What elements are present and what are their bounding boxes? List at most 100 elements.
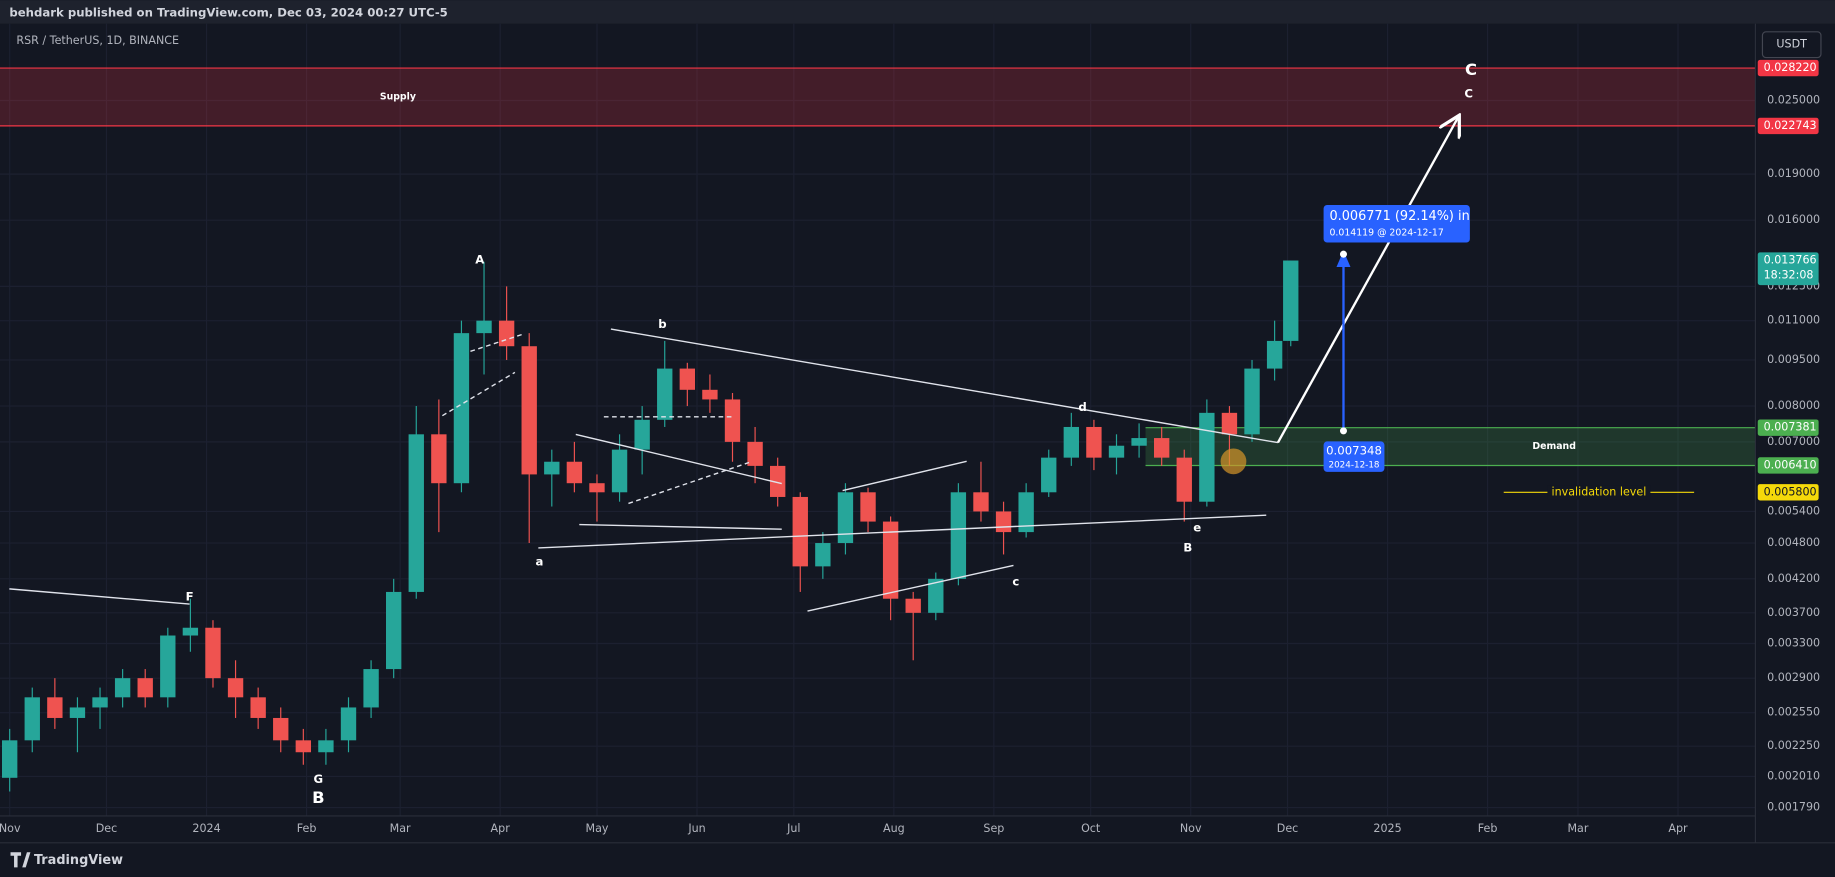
candle-body [69, 707, 86, 718]
wave-label: G [314, 772, 324, 786]
candle-body [657, 368, 673, 420]
y-tick-label: 0.003300 [1767, 637, 1820, 650]
candle-body [1086, 426, 1102, 458]
footer-logo: TradingView [34, 853, 123, 868]
y-tick-label: 0.002250 [1767, 739, 1820, 752]
projection-arrow [1276, 117, 1458, 444]
dashed-line [470, 333, 525, 352]
y-tick-label: 0.008000 [1767, 399, 1820, 412]
candle-body [724, 399, 741, 442]
candle-body [92, 697, 108, 708]
candle-body [363, 669, 379, 708]
wave-label: C [1464, 86, 1473, 100]
trend-line [610, 328, 1279, 444]
price-tag-label: 0.022743 [1764, 119, 1817, 132]
candle-body [769, 465, 786, 497]
candle-body [1266, 340, 1283, 369]
level-label-bg [1547, 485, 1651, 500]
highlight-circle [1220, 448, 1247, 475]
candle-body [1041, 457, 1057, 493]
measure-box [1323, 205, 1470, 243]
candle-body [453, 333, 470, 484]
price-tag [1757, 484, 1819, 501]
y-tick-label: 0.001790 [1767, 801, 1820, 814]
measure-start-price: 0.007348 [1326, 443, 1382, 457]
x-tick-label: Apr [1668, 822, 1688, 835]
x-tick-label: Oct [1081, 822, 1101, 835]
wave-label: d [1078, 400, 1086, 414]
candles [2, 260, 1299, 792]
zone-label: Demand [1532, 441, 1576, 452]
measure-labels: 0.006771 (92.14%) in 0.014119 @ 2024-12-… [1323, 205, 1470, 472]
y-tick-label: 0.016000 [1767, 213, 1820, 226]
x-tick-label: Jul [786, 822, 800, 835]
candle-body [1063, 426, 1080, 458]
candle-body [837, 492, 854, 544]
trend-line [538, 514, 1267, 549]
wave-label: e [1193, 521, 1201, 535]
candle-body [137, 678, 153, 698]
header-text: behdark published on TradingView.com, De… [9, 6, 447, 20]
candle-body [385, 591, 402, 670]
y-tick-label: 0.004800 [1767, 536, 1820, 549]
candle-body [2, 740, 18, 778]
candle-body [928, 578, 944, 613]
axes: 0.0250000.0190000.0160000.0125000.011000… [0, 94, 1820, 835]
candle-body [160, 635, 176, 698]
y-tick-label: 0.004200 [1767, 572, 1820, 585]
y-tick-label: 0.002010 [1767, 769, 1820, 782]
x-tick-label: Apr [491, 822, 511, 835]
price-tag [1757, 419, 1819, 436]
wave-label: a [536, 554, 544, 568]
candle-body [1244, 368, 1260, 435]
x-tick-label: Nov [1180, 822, 1202, 835]
candle-body [47, 697, 63, 718]
x-tick-label: Jun [687, 822, 705, 835]
symbol-title: RSR / TetherUS, 1D, BINANCE [16, 34, 179, 47]
candle-body [408, 434, 424, 592]
y-tick-label: 0.005400 [1767, 504, 1820, 517]
candle-body [589, 483, 605, 493]
x-tick-label: Feb [297, 822, 317, 835]
candle-body [792, 496, 808, 567]
x-tick-label: 2024 [192, 822, 220, 835]
wave-label: B [312, 788, 324, 807]
candle-body [634, 419, 650, 450]
trend-line [807, 564, 1014, 612]
wave-labels: A a b c d e B F G B C C [186, 60, 1477, 807]
y-tick-label: 0.011000 [1767, 314, 1820, 327]
currency-button[interactable] [1761, 31, 1822, 59]
candle-body [860, 492, 876, 522]
trend-line [575, 433, 782, 485]
candle-body [544, 461, 560, 475]
candle-body [611, 449, 628, 493]
measure-point [1339, 427, 1347, 435]
measure-box [1323, 441, 1385, 472]
candle-body [1131, 438, 1147, 446]
x-tick-label: Dec [1277, 822, 1299, 835]
price-tag [1757, 117, 1819, 135]
y-tick-label: 0.009500 [1767, 353, 1820, 366]
y-tick-label: 0.019000 [1767, 167, 1820, 180]
footer-bar [0, 842, 1835, 877]
zones: Supply Demand invalidation level [0, 67, 1756, 500]
x-tick-label: 2025 [1373, 822, 1401, 835]
candle-body [182, 627, 199, 636]
candle-body [815, 543, 831, 567]
candle-body [250, 697, 266, 718]
price-tag-label: 0.013766 [1764, 254, 1817, 267]
x-tick-label: May [585, 822, 608, 835]
candle-body [882, 521, 899, 599]
price-tag-label: 0.006410 [1764, 458, 1817, 471]
trend-line [842, 460, 967, 492]
candle-body [205, 627, 221, 679]
y-tick-label: 0.007000 [1767, 435, 1820, 448]
candle-body [227, 678, 244, 698]
candle-body [1283, 260, 1299, 341]
zone-label: Supply [380, 91, 416, 102]
header-bar [0, 0, 1835, 24]
x-tick-label: Aug [883, 822, 905, 835]
measure-start-date: 2024-12-18 [1329, 460, 1380, 470]
